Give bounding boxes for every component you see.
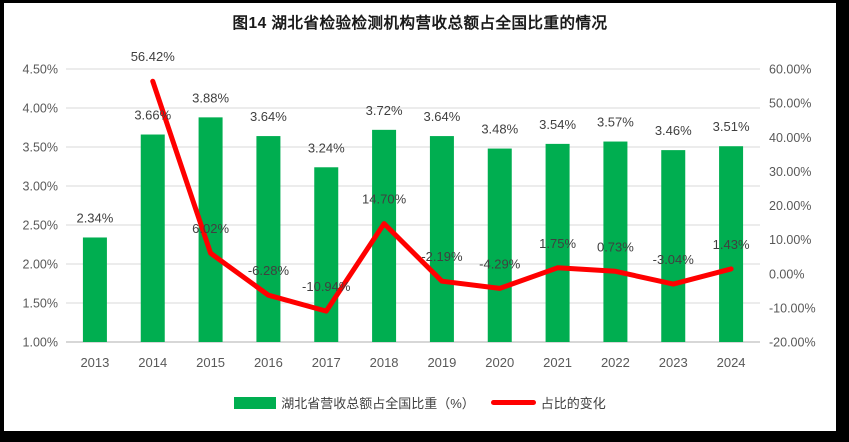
bar-2014 <box>140 134 165 342</box>
line-data-label: 1.43% <box>713 237 750 252</box>
y-axis-left-tick: 3.50% <box>23 141 58 155</box>
x-axis-label: 2016 <box>254 355 283 370</box>
y-axis-right-tick: 40.00% <box>769 131 811 145</box>
legend-bar-swatch-icon <box>234 396 277 409</box>
bar-data-label: 3.48% <box>481 122 518 137</box>
line-data-label: -2.19% <box>421 249 463 264</box>
y-axis-left-tick: 2.50% <box>23 219 58 233</box>
line-data-label: 0.73% <box>597 239 634 254</box>
y-axis-left-tick: 4.00% <box>23 102 58 116</box>
legend-item-line: 占比的变化 <box>490 393 606 412</box>
bar-data-label: 3.64% <box>250 109 287 124</box>
line-data-label: -4.29% <box>479 256 521 271</box>
bar-2021 <box>545 143 570 342</box>
legend-item-bars: 湖北省营收总额占全国比重（%） <box>234 393 475 412</box>
bar-2022 <box>603 141 628 342</box>
x-axis-label: 2018 <box>370 355 399 370</box>
bar-data-label: 3.54% <box>539 117 576 132</box>
y-axis-left-tick: 4.50% <box>23 63 58 77</box>
bar-2020 <box>487 148 512 342</box>
bar-data-label: 2.34% <box>76 210 113 225</box>
y-axis-right-tick: 20.00% <box>769 199 811 213</box>
chart-canvas: 图14 湖北省检验检测机构营收总额占全国比重的情况 4.50% 4.00% 3.50… <box>4 3 836 431</box>
chart-legend: 湖北省营收总额占全国比重（%） 占比的变化 <box>4 393 836 412</box>
y-axis-left-tick: 2.00% <box>23 258 58 272</box>
bar-2013 <box>82 237 107 342</box>
bar-data-label: 3.72% <box>366 103 403 118</box>
x-axis-label: 2013 <box>80 355 109 370</box>
x-axis-label: 2020 <box>485 355 514 370</box>
bar-data-label: 3.51% <box>713 119 750 134</box>
y-axis-left-tick: 1.00% <box>23 336 58 350</box>
y-axis-right-tick: 10.00% <box>769 233 811 247</box>
x-axis-label: 2021 <box>543 355 572 370</box>
y-axis-right-tick: 0.00% <box>769 267 804 281</box>
y-axis-right-tick: 50.00% <box>769 97 811 111</box>
bar-2019 <box>429 136 454 342</box>
bar-data-label: 3.64% <box>423 109 460 124</box>
line-data-label: 1.75% <box>539 236 576 251</box>
line-data-label: 56.42% <box>131 49 176 64</box>
y-axis-left-tick: 3.00% <box>23 180 58 194</box>
legend-line-swatch-icon <box>490 400 536 405</box>
y-axis-right-tick: -10.00% <box>769 301 816 315</box>
x-axis-label: 2022 <box>601 355 630 370</box>
x-axis-label: 2015 <box>196 355 225 370</box>
line-data-label: 14.70% <box>362 192 407 207</box>
bar-data-label: 3.24% <box>308 140 345 155</box>
bar-data-label: 3.57% <box>597 115 634 130</box>
legend-label: 湖北省营收总额占全国比重（%） <box>281 396 475 411</box>
x-axis-label: 2023 <box>659 355 688 370</box>
chart-title: 图14 湖北省检验检测机构营收总额占全国比重的情况 <box>232 15 608 32</box>
line-data-label: -10.94% <box>302 279 351 294</box>
y-axis-left-tick: 1.50% <box>23 297 58 311</box>
combo-chart-plot: 4.50% 4.00% 3.50% 3.00% 2.50% 2.00% 1.50% 1.00%… <box>23 49 816 370</box>
bar-data-label: 3.88% <box>192 90 229 105</box>
x-axis-label: 2017 <box>312 355 341 370</box>
line-data-label: -6.28% <box>248 263 290 278</box>
x-axis-label: 2014 <box>138 355 167 370</box>
line-data-label: 6.02% <box>192 221 229 236</box>
x-axis-label: 2019 <box>427 355 456 370</box>
change-line-series <box>150 78 734 314</box>
bar-2024 <box>719 146 744 342</box>
y-axis-right-tick: 60.00% <box>769 63 811 77</box>
bar-2017 <box>314 167 339 342</box>
bar-2023 <box>661 150 686 342</box>
y-axis-right-tick: -20.00% <box>769 336 816 350</box>
bar-data-label: 3.46% <box>655 123 692 138</box>
legend-label: 占比的变化 <box>540 396 606 411</box>
line-data-label: -3.04% <box>653 252 695 267</box>
bar-2016 <box>256 136 281 342</box>
y-axis-right-tick: 30.00% <box>769 165 811 179</box>
x-axis-label: 2024 <box>717 355 746 370</box>
bar-data-label: 3.66% <box>134 108 171 123</box>
